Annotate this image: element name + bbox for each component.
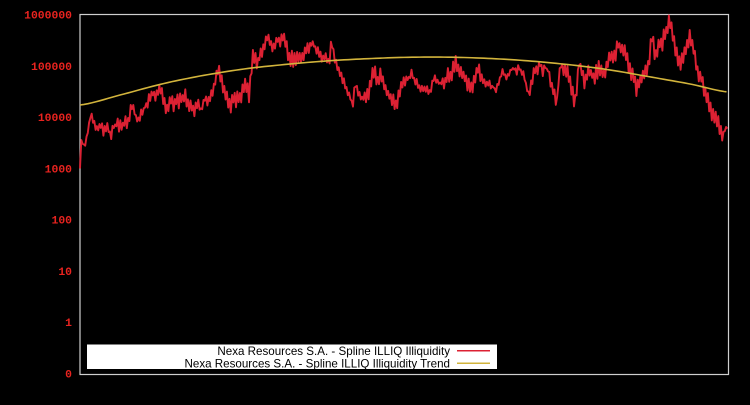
svg-text:Nexa Resources S.A. - Spline I: Nexa Resources S.A. - Spline ILLIQ Illiq… [185,357,451,370]
svg-text:10: 10 [58,267,72,279]
svg-text:1000: 1000 [45,164,73,176]
svg-text:1000000: 1000000 [24,11,72,23]
svg-text:0: 0 [65,370,72,382]
svg-text:Nexa Resources S.A. - Spline I: Nexa Resources S.A. - Spline ILLIQ Illiq… [217,345,450,358]
svg-text:100000: 100000 [31,62,72,74]
svg-text:10000: 10000 [38,113,72,125]
svg-text:1: 1 [65,318,72,330]
svg-text:100: 100 [51,216,72,228]
